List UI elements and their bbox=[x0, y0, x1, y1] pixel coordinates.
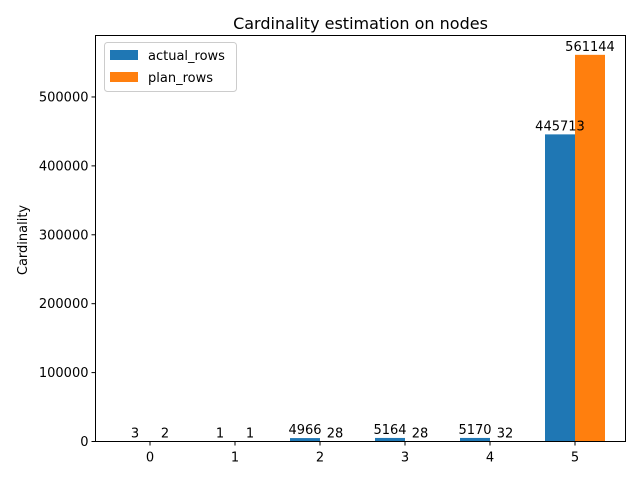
bar-actual_rows-4 bbox=[460, 437, 490, 442]
y-tick-label: 300000 bbox=[39, 228, 89, 243]
data-label-actual_rows-4: 5170 bbox=[458, 423, 491, 438]
data-label-plan_rows-2: 28 bbox=[327, 426, 344, 441]
x-tick-label: 0 bbox=[146, 451, 154, 466]
data-label-actual_rows-0: 3 bbox=[131, 426, 139, 441]
legend-label-actual_rows: actual_rows bbox=[148, 49, 225, 64]
data-label-actual_rows-1: 1 bbox=[216, 426, 224, 441]
y-tick-label: 100000 bbox=[39, 366, 89, 381]
data-label-plan_rows-0: 2 bbox=[161, 426, 169, 441]
x-tick-label: 4 bbox=[486, 451, 494, 466]
legend: actual_rows plan_rows bbox=[104, 42, 237, 92]
bar-actual_rows-3 bbox=[375, 437, 405, 442]
y-tick-label: 400000 bbox=[39, 159, 89, 174]
y-tick-label: 0 bbox=[80, 435, 88, 450]
bars-group bbox=[120, 54, 605, 442]
data-label-plan_rows-4: 32 bbox=[497, 426, 514, 441]
chart-title: Cardinality estimation on nodes bbox=[233, 14, 488, 33]
y-axis-label: Cardinality bbox=[16, 205, 31, 276]
data-label-actual_rows-5: 445713 bbox=[535, 119, 585, 134]
legend-swatch-actual_rows bbox=[110, 50, 138, 60]
x-tick-label: 1 bbox=[231, 451, 239, 466]
data-label-plan_rows-3: 28 bbox=[412, 426, 429, 441]
data-label-actual_rows-2: 4966 bbox=[288, 423, 321, 438]
x-tick-label: 5 bbox=[571, 451, 579, 466]
data-label-actual_rows-3: 5164 bbox=[373, 423, 406, 438]
bar-actual_rows-5 bbox=[545, 134, 575, 442]
plot-frame bbox=[95, 35, 626, 442]
x-tick-label: 3 bbox=[401, 451, 409, 466]
data-labels-group: 3 1 4966 5164 5170 445713 2 1 28 28 32 561144 bbox=[131, 40, 615, 442]
y-axis: 0 100000 200000 300000 400000 500000 bbox=[39, 90, 96, 450]
legend-swatch-plan_rows bbox=[110, 72, 138, 82]
y-tick-label: 200000 bbox=[39, 297, 89, 312]
legend-label-plan_rows: plan_rows bbox=[148, 71, 213, 86]
y-tick-label: 500000 bbox=[39, 90, 89, 105]
data-label-plan_rows-1: 1 bbox=[246, 426, 254, 441]
bar-actual_rows-2 bbox=[290, 438, 320, 442]
data-label-plan_rows-5: 561144 bbox=[565, 40, 615, 55]
x-axis: 0 1 2 3 4 5 bbox=[146, 441, 579, 466]
bar-plan_rows-5 bbox=[575, 54, 605, 442]
x-tick-label: 2 bbox=[316, 451, 324, 466]
